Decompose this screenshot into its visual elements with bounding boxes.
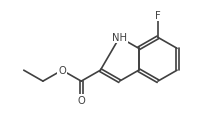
Text: O: O bbox=[58, 66, 66, 75]
Text: O: O bbox=[77, 95, 85, 105]
Text: NH: NH bbox=[112, 33, 127, 43]
Text: F: F bbox=[155, 11, 161, 21]
